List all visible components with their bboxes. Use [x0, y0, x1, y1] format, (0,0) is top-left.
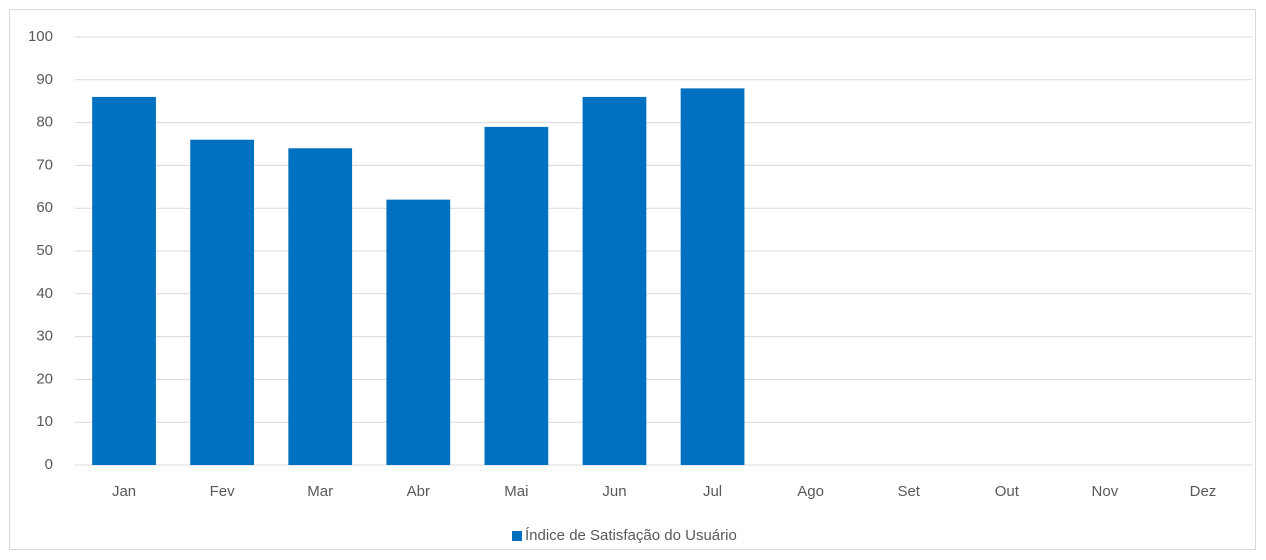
x-tick-label: Out — [995, 483, 1020, 500]
x-tick-label: Jul — [703, 483, 722, 500]
x-tick-label: Mar — [307, 483, 333, 500]
x-tick-label: Dez — [1190, 483, 1217, 500]
x-tick-label: Fev — [210, 483, 236, 500]
bar — [582, 96, 647, 466]
bar — [288, 148, 353, 465]
y-tick-label: 50 — [36, 242, 53, 259]
y-tick-label: 100 — [28, 28, 53, 45]
y-tick-label: 10 — [36, 413, 53, 430]
x-tick-label: Set — [897, 483, 920, 500]
x-tick-label: Jan — [112, 483, 136, 500]
x-tick-label: Mai — [504, 483, 528, 500]
x-tick-label: Nov — [1092, 483, 1119, 500]
y-tick-label: 70 — [36, 156, 53, 173]
y-tick-label: 40 — [36, 285, 53, 302]
bar — [190, 139, 255, 465]
legend-swatch — [512, 531, 522, 541]
y-tick-label: 0 — [45, 456, 53, 473]
x-tick-label: Abr — [407, 483, 430, 500]
y-tick-label: 30 — [36, 328, 53, 345]
y-tick-label: 80 — [36, 114, 53, 131]
bar — [386, 199, 451, 465]
bar — [92, 96, 156, 466]
x-tick-label: Jun — [602, 483, 626, 500]
bar — [680, 88, 745, 466]
y-tick-label: 20 — [36, 370, 53, 387]
bar — [484, 126, 549, 465]
legend-label: Índice de Satisfação do Usuário — [525, 527, 737, 544]
y-tick-label: 60 — [36, 199, 53, 216]
y-tick-label: 90 — [36, 71, 53, 88]
x-tick-label: Ago — [797, 483, 824, 500]
